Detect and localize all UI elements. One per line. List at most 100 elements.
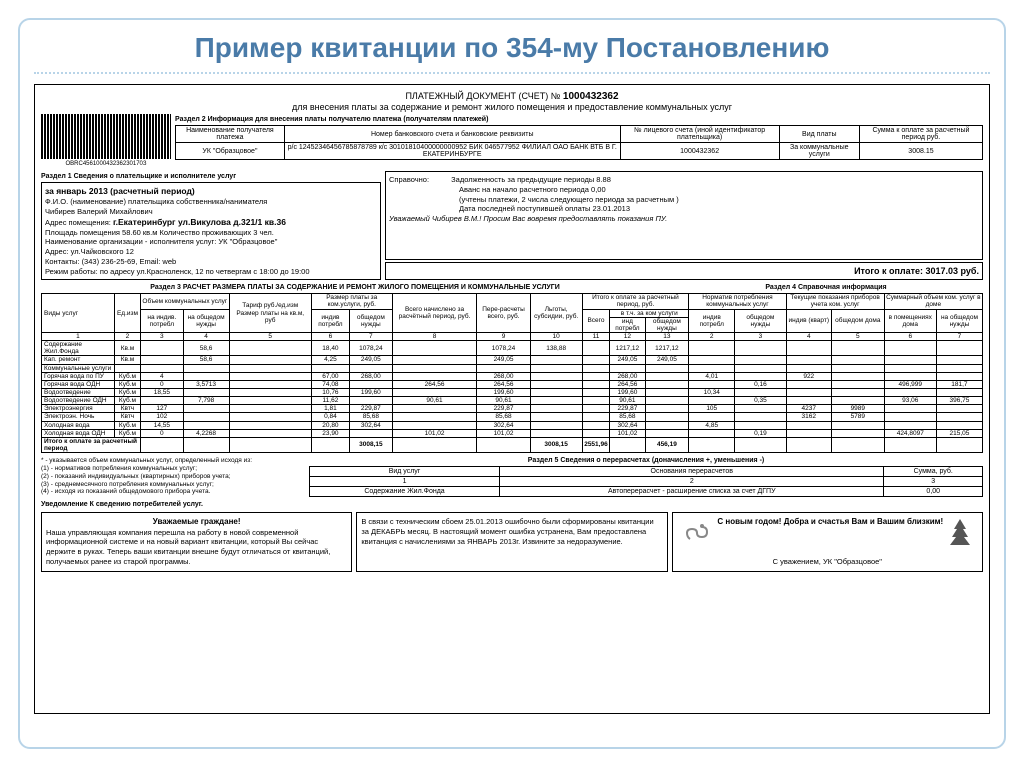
table-cell bbox=[645, 413, 689, 421]
table-cell bbox=[689, 356, 735, 364]
table-cell: общедом нужды bbox=[645, 317, 689, 332]
recalc-colnum: 2 bbox=[500, 477, 884, 487]
notice-box-1: Уважаемые граждане! Наша управляющая ком… bbox=[41, 512, 352, 572]
table-cell: 264,56 bbox=[477, 380, 530, 388]
table-cell bbox=[645, 429, 689, 437]
table-cell bbox=[645, 405, 689, 413]
table-cell: Итого к оплате за расчетный период, руб. bbox=[582, 294, 689, 309]
table-cell bbox=[936, 372, 982, 380]
table-cell: 7 bbox=[936, 333, 982, 341]
recalc-header: Сумма, руб. bbox=[884, 467, 983, 477]
table-cell: 90,61 bbox=[392, 397, 477, 405]
table-cell bbox=[689, 437, 735, 452]
table-cell: Льготы, субсидии, руб. bbox=[530, 294, 582, 333]
table-cell bbox=[582, 364, 610, 372]
section5-label: Раздел 5 Сведения о перерасчетах (доначи… bbox=[309, 457, 983, 464]
table-cell: 199,60 bbox=[610, 389, 645, 397]
table-cell: 302,64 bbox=[610, 421, 645, 429]
slide-frame: Пример квитанции по 354-му Постановлению… bbox=[18, 18, 1006, 749]
table-cell bbox=[311, 437, 349, 452]
table-cell bbox=[141, 364, 183, 372]
table-cell: 101,02 bbox=[392, 429, 477, 437]
notice-label: Уведомление К сведению потребителей услу… bbox=[41, 501, 983, 508]
table-cell bbox=[392, 389, 477, 397]
table-cell: 93,06 bbox=[884, 397, 936, 405]
table-cell: 264,56 bbox=[610, 380, 645, 388]
table-cell: в помещениях дома bbox=[884, 309, 936, 332]
table-cell: Холодная вода bbox=[42, 421, 115, 429]
table-cell: 67,00 bbox=[311, 372, 349, 380]
table-cell bbox=[786, 389, 831, 397]
table-cell: 1 bbox=[42, 333, 115, 341]
table-cell bbox=[582, 372, 610, 380]
table-cell: 8 bbox=[392, 333, 477, 341]
info-cell: За коммунальные услуги bbox=[779, 143, 859, 160]
table-cell: 302,64 bbox=[477, 421, 530, 429]
table-cell bbox=[689, 380, 735, 388]
table-cell: 0 bbox=[141, 380, 183, 388]
table-cell: 12 bbox=[610, 333, 645, 341]
section4-label: Раздел 4 Справочная информация bbox=[669, 282, 983, 293]
table-cell: 268,00 bbox=[610, 372, 645, 380]
table-cell bbox=[831, 437, 884, 452]
table-cell bbox=[831, 429, 884, 437]
barcode-block: OBRC456100043236230170З bbox=[41, 114, 171, 167]
notice3-title: С новым годом! Добра и счастья Вам и Ваш… bbox=[717, 517, 943, 526]
table-cell bbox=[392, 437, 477, 452]
table-cell bbox=[884, 341, 936, 356]
info-cell: 3008.15 bbox=[859, 143, 982, 160]
table-cell bbox=[689, 397, 735, 405]
table-cell: Размер платы за ком.услуги, руб. bbox=[311, 294, 392, 309]
table-cell: 2 bbox=[689, 333, 735, 341]
info-header-cell: Наименование получателя платежа bbox=[176, 126, 285, 143]
table-cell: Электроэн. Ночь bbox=[42, 413, 115, 421]
table-cell bbox=[689, 429, 735, 437]
sprav-l2: Аванс на начало расчетного периода 0,00 bbox=[459, 185, 606, 194]
table-cell bbox=[477, 364, 530, 372]
table-cell bbox=[141, 356, 183, 364]
table-cell bbox=[831, 380, 884, 388]
table-cell bbox=[689, 413, 735, 421]
table-cell: 5789 bbox=[831, 413, 884, 421]
table-cell: общедом нужды bbox=[735, 309, 786, 332]
table-cell: 4,2268 bbox=[183, 429, 229, 437]
table-cell bbox=[229, 405, 311, 413]
table-cell: 249,05 bbox=[645, 356, 689, 364]
table-cell: 396,75 bbox=[936, 397, 982, 405]
table-cell: Итого к оплате за расчетный период bbox=[42, 437, 141, 452]
table-cell bbox=[141, 437, 183, 452]
table-cell bbox=[645, 397, 689, 405]
table-cell bbox=[229, 421, 311, 429]
table-cell: 0,35 bbox=[735, 397, 786, 405]
notice1-text: Наша управляющая компания перешла на раб… bbox=[46, 528, 330, 566]
sprav-label: Справочно: bbox=[389, 175, 429, 184]
receipt-document: ПЛАТЕЖНЫЙ ДОКУМЕНТ (СЧЕТ) № 1000432362 д… bbox=[34, 84, 990, 714]
table-cell bbox=[786, 380, 831, 388]
contact: Контакты: (343) 236-25-69, Email: web bbox=[45, 257, 176, 266]
table-cell bbox=[114, 364, 140, 372]
table-cell: Куб.м bbox=[114, 429, 140, 437]
table-cell: Куб.м bbox=[114, 421, 140, 429]
table-cell: Ед.изм bbox=[114, 294, 140, 333]
table-cell: 229,87 bbox=[477, 405, 530, 413]
table-cell bbox=[831, 364, 884, 372]
table-cell: общедом дома bbox=[831, 309, 884, 332]
table-cell bbox=[689, 341, 735, 356]
table-cell: 6 bbox=[884, 333, 936, 341]
table-cell: 11,62 bbox=[311, 397, 349, 405]
barcode-text: OBRC456100043236230170З bbox=[41, 161, 171, 167]
table-cell: 424,8097 bbox=[884, 429, 936, 437]
sprav-l3: (учтены платежи, 2 числа следующего пери… bbox=[459, 195, 679, 204]
info-cell: р/с 12452346456785878789 к/с 30101810400… bbox=[284, 143, 620, 160]
recalc-table: Вид услугОснования перерасчетовСумма, ру… bbox=[309, 466, 983, 497]
table-cell: Куб.м bbox=[114, 372, 140, 380]
table-cell bbox=[936, 421, 982, 429]
table-cell: 127 bbox=[141, 405, 183, 413]
table-cell: 74,08 bbox=[311, 380, 349, 388]
recalc-header: Вид услуг bbox=[310, 467, 500, 477]
table-cell: 0,16 bbox=[735, 380, 786, 388]
table-cell: общедом нужды bbox=[350, 309, 393, 332]
table-cell: 922 bbox=[786, 372, 831, 380]
barcode-bars bbox=[41, 114, 171, 159]
section1-label: Раздел 1 Сведения о плательщике и исполн… bbox=[41, 173, 381, 180]
